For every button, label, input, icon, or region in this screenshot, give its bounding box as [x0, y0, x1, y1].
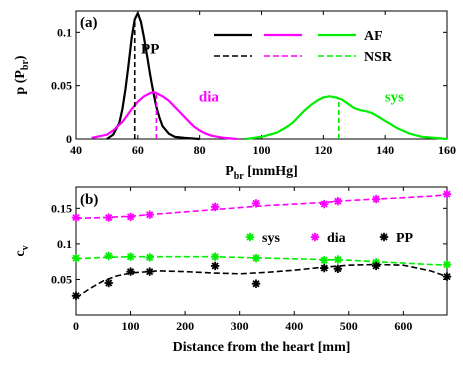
fit-line-pp	[75, 263, 448, 299]
y-axis-label-b: cv	[13, 245, 31, 256]
y-axis-label-b-main: c	[13, 250, 28, 256]
legend-label-dia: dia	[327, 231, 346, 246]
panel-b: 0 100 200 300 400 500 600 0.05 0.1 0.15 sys dia PP (b…	[13, 186, 452, 355]
x-tick-label-a: 60	[132, 143, 144, 157]
x-tick-label-a: 160	[438, 143, 456, 157]
y-axis-label-b-sub: v	[20, 245, 31, 250]
legend-marker-pp	[379, 232, 389, 242]
y-axis-label-a: p (Pbr)	[13, 55, 31, 95]
x-tick-label-b: 600	[394, 319, 412, 333]
curve-label-pp: PP	[141, 41, 159, 57]
plot-frame-b	[75, 186, 448, 316]
data-point-dia	[251, 199, 261, 208]
data-point-sys	[71, 253, 81, 263]
x-tick-label-b: 300	[231, 319, 249, 333]
data-point-sys	[104, 251, 113, 261]
y-axis-label-a-sub: br	[20, 60, 31, 71]
data-point-dia	[71, 213, 81, 222]
data-point-pp	[371, 261, 381, 271]
y-tick-label-a: 0	[66, 132, 72, 146]
data-point-pp	[145, 267, 154, 276]
x-tick-label-a: 140	[376, 143, 394, 157]
curve-label-sys: sys	[385, 89, 404, 105]
y-axis-label-a-close: )	[13, 55, 28, 60]
x-tick-label-b: 500	[340, 319, 358, 333]
curve-label-dia: dia	[199, 89, 220, 105]
y-tick-label-a: 0.1	[57, 25, 72, 39]
y-axis-label-a-main: p (P	[13, 70, 28, 95]
legend-marker-dia	[310, 232, 320, 242]
data-point-pp	[210, 261, 220, 271]
data-point-dia	[333, 197, 343, 206]
legend-marker-sys	[245, 232, 255, 242]
x-tick-label-a: 40	[70, 143, 82, 157]
data-point-dia	[442, 189, 452, 199]
legend-label-pp: PP	[396, 231, 414, 246]
data-point-dia	[210, 202, 220, 212]
data-point-dia	[145, 210, 154, 219]
panel-label-a: (a)	[80, 15, 98, 31]
series-line-sys-af	[245, 95, 448, 141]
data-point-sys	[442, 260, 452, 269]
x-axis-label-a: Pbr [mmHg]	[225, 164, 298, 182]
y-tick-label-b: 0.1	[57, 237, 72, 251]
data-point-sys	[145, 253, 154, 262]
y-tick-label-b: 0.05	[51, 272, 72, 286]
data-point-sys	[320, 256, 329, 265]
legend-label-af: AF	[364, 29, 383, 44]
x-tick-label-b: 200	[176, 319, 194, 333]
data-point-sys	[251, 253, 261, 263]
fit-line-sys	[75, 255, 448, 266]
y-tick-label-b: 0.15	[51, 201, 72, 215]
data-point-dia	[320, 199, 329, 209]
data-point-sys	[126, 252, 135, 261]
data-point-pp	[104, 278, 113, 288]
panel-label-b: (b)	[80, 192, 98, 208]
fit-line-dia	[75, 194, 448, 220]
plot-frame-a	[75, 10, 448, 140]
x-tick-label-b: 100	[122, 319, 140, 333]
data-point-pp	[251, 279, 261, 288]
data-point-dia	[104, 213, 113, 222]
x-tick-label-b: 0	[73, 319, 79, 333]
x-tick-label-a: 100	[253, 143, 271, 157]
data-point-pp	[333, 264, 343, 273]
data-point-pp	[71, 291, 81, 300]
data-point-sys	[210, 252, 220, 261]
legend-label-sys: sys	[262, 231, 280, 246]
data-point-pp	[320, 263, 329, 273]
data-point-sys	[333, 255, 343, 264]
series-line-pp-af	[106, 12, 200, 141]
x-tick-label-a: 80	[194, 143, 206, 157]
x-axis-label-a-main: P	[225, 164, 234, 179]
series-line-dia-af	[91, 90, 237, 141]
data-point-dia	[371, 194, 381, 204]
x-axis-label-a-sub: br	[234, 171, 245, 182]
data-point-pp	[442, 272, 452, 281]
y-tick-label-a: 0.05	[51, 79, 72, 93]
panel-a: 40 60 80 100 120 140 160 0 0.05 0.1 (a) PP dia sys AF N…	[13, 10, 456, 182]
data-point-pp	[126, 267, 135, 276]
data-point-dia	[126, 212, 135, 222]
legend-label-nsr: NSR	[364, 50, 393, 65]
x-axis-label-a-unit: [mmHg]	[244, 164, 298, 179]
x-tick-label-a: 120	[314, 143, 332, 157]
x-tick-label-b: 400	[285, 319, 303, 333]
x-axis-label-b: Distance from the heart [mm]	[173, 340, 351, 355]
